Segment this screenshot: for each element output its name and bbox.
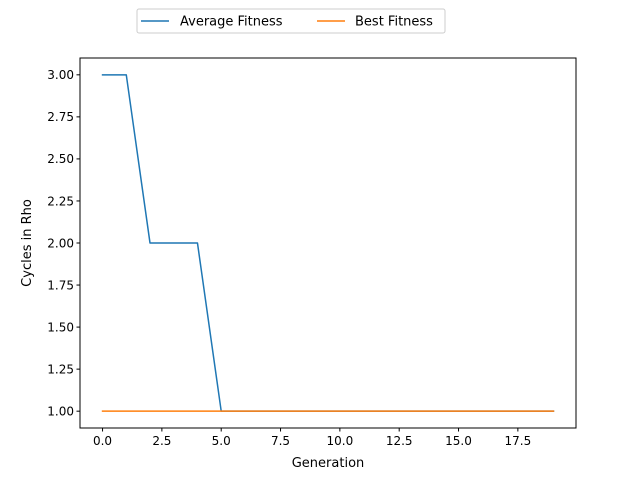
y-tick-label: 2.50	[47, 152, 74, 166]
y-tick-label: 1.25	[47, 362, 74, 376]
series-lines	[101, 74, 555, 412]
legend-label-best-fitness: Best Fitness	[355, 15, 433, 30]
x-tick-label: 7.5	[271, 434, 290, 448]
y-axis-label: Cycles in Rho	[20, 199, 35, 287]
x-tick-label: 17.5	[504, 434, 531, 448]
x-tick-label: 10.0	[327, 434, 354, 448]
x-tick-label: 12.5	[386, 434, 413, 448]
y-tick-label: 1.75	[47, 278, 74, 292]
legend-frame	[136, 8, 446, 34]
x-tick-label: 5.0	[212, 434, 231, 448]
y-tick-label: 2.25	[47, 194, 74, 208]
y-tick-label: 1.00	[47, 404, 74, 418]
legend-label-average-fitness: Average Fitness	[180, 15, 283, 30]
x-tick-label: 15.0	[445, 434, 472, 448]
y-tick-label: 3.00	[47, 68, 74, 82]
y-tick-label: 1.50	[47, 320, 74, 334]
series-line-average-fitness	[101, 74, 555, 412]
x-axis-label: Generation	[292, 456, 365, 471]
plot-area-frame	[79, 57, 577, 429]
y-tick-label: 2.75	[47, 110, 74, 124]
x-tick-label: 2.5	[152, 434, 171, 448]
axis-ticks: 0.0 2.5 5.0 7.5 10.0 12.5 15.0 17.5 1.00 1.25 1.50…	[47, 68, 531, 448]
x-tick-label: 0.0	[93, 434, 112, 448]
legend: Average Fitness Best Fitness	[136, 8, 446, 34]
y-tick-label: 2.00	[47, 236, 74, 250]
